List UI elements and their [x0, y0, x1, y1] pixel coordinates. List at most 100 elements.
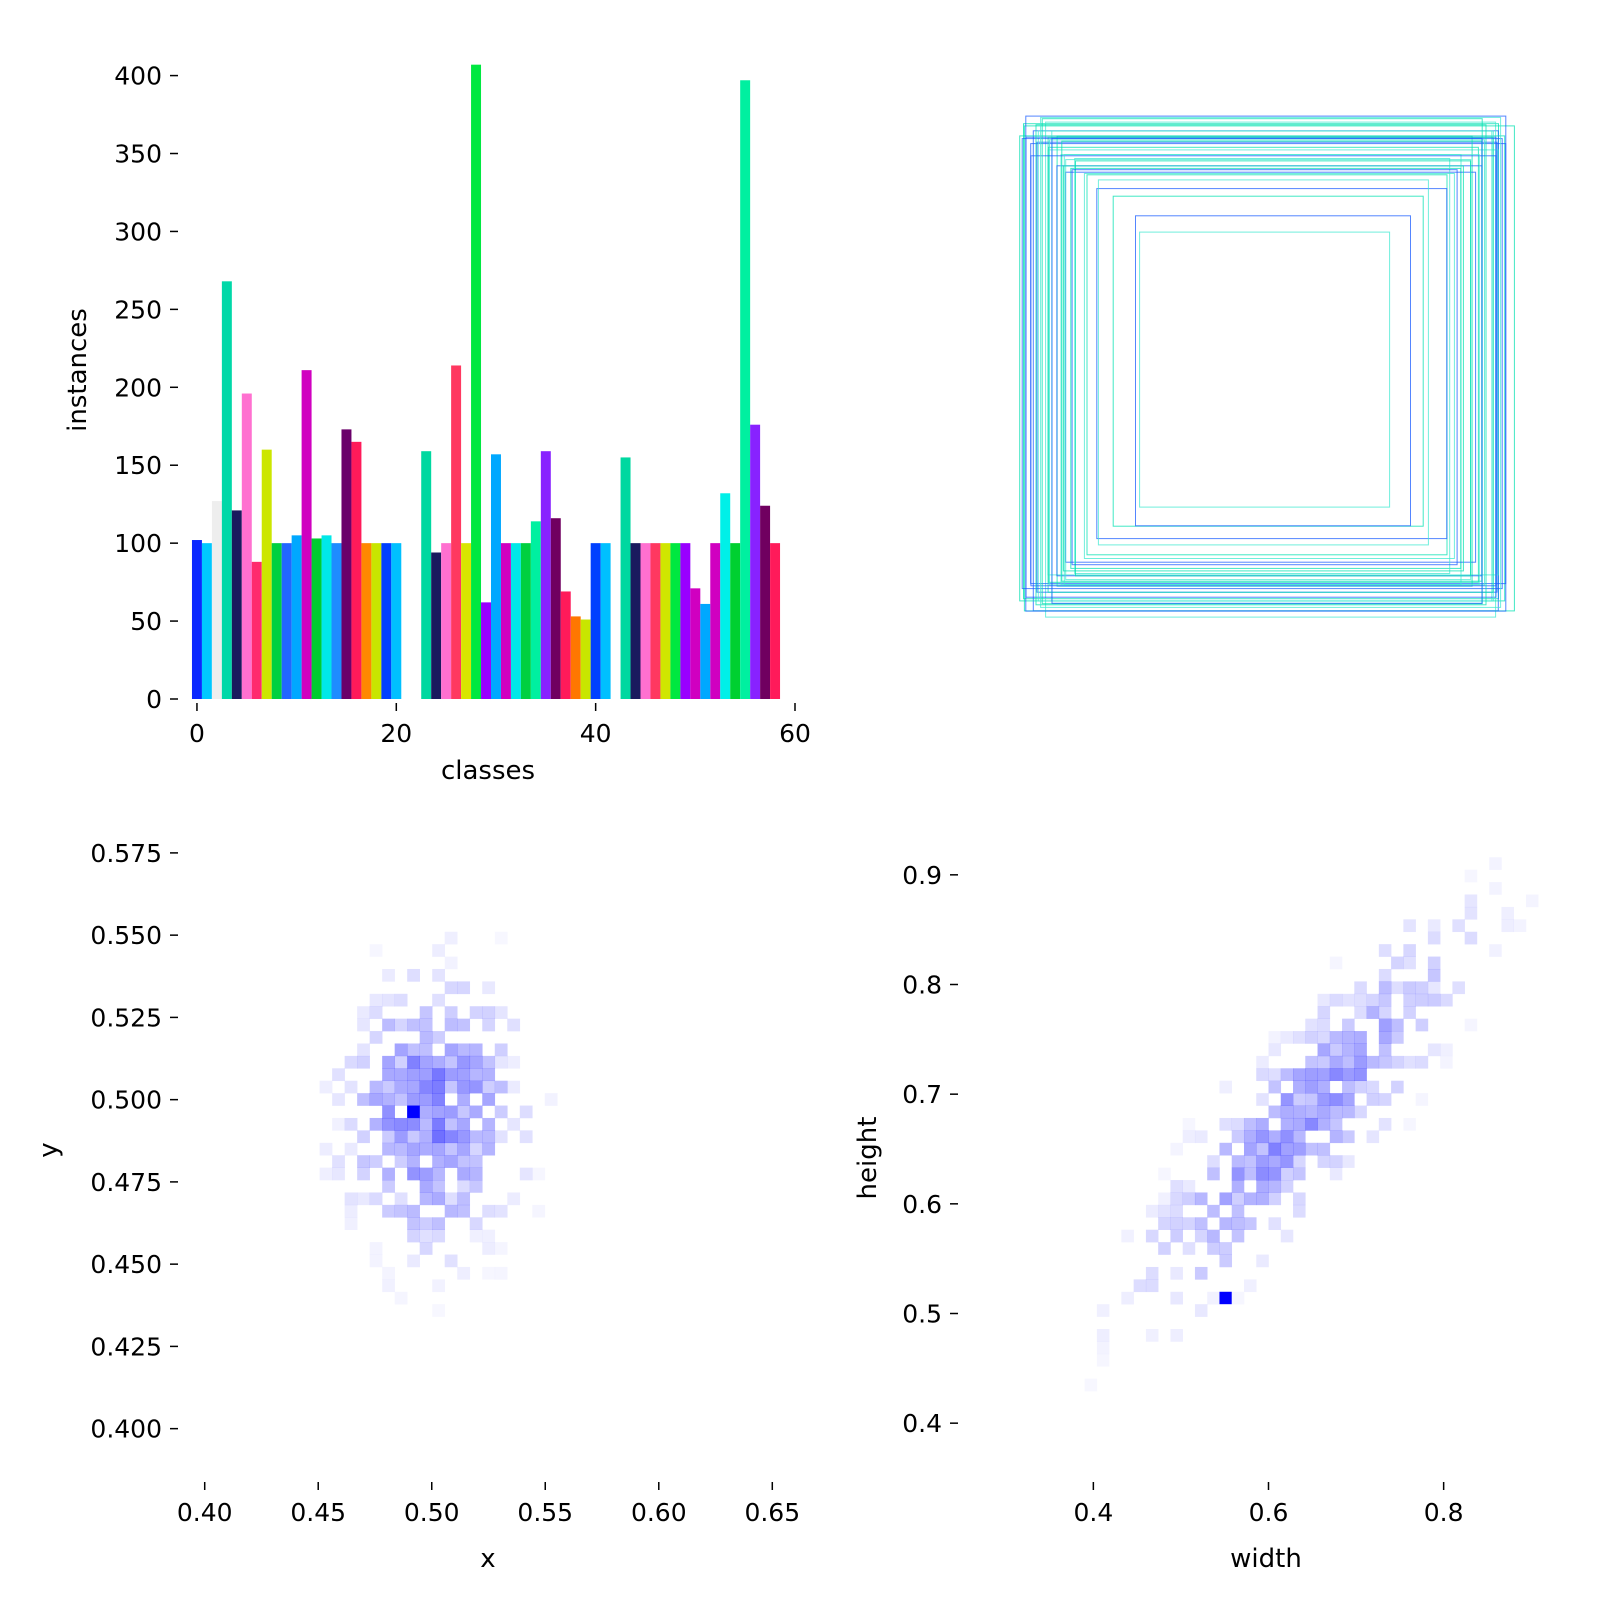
wh-cell [1317, 1055, 1331, 1069]
xy-cell [394, 993, 408, 1007]
wh-cell [1194, 1192, 1208, 1206]
wh-cell [1158, 1192, 1171, 1206]
xy-cell [382, 1080, 395, 1094]
wh-cell [1317, 1105, 1331, 1119]
xy-cell [369, 993, 383, 1007]
xy-cell [407, 968, 420, 982]
wh-cell [1317, 1093, 1331, 1106]
wh-cell [1415, 1055, 1429, 1069]
class-bar-11 [301, 370, 312, 699]
wh-y-ticks: 0.4 0.5 0.6 0.7 0.8 0.9 [902, 861, 958, 1438]
wh-cell [1170, 1229, 1183, 1243]
xy-cell [469, 1155, 483, 1168]
xy-cell [394, 1192, 408, 1206]
class-bar-35 [540, 451, 551, 699]
class-bar-16 [351, 441, 362, 699]
xy-cell [507, 1055, 521, 1069]
wh-x-axis-label: width [1230, 1544, 1302, 1574]
xy-cell [344, 1217, 358, 1230]
wh-cell [1231, 1204, 1245, 1218]
histogram-y-tick-200-label: 200 [114, 373, 162, 402]
xy-cell [369, 1080, 383, 1094]
xy-cell [407, 1018, 420, 1032]
xy-cell [469, 1217, 483, 1230]
xy-cell [419, 1006, 433, 1019]
wh-cell [1378, 1018, 1392, 1032]
xy-cell [469, 1055, 483, 1069]
wh-cell [1183, 1118, 1196, 1131]
xy-cell [419, 1018, 433, 1032]
wh-cell [1085, 1379, 1098, 1392]
wh-cell [1293, 1130, 1306, 1144]
wh-x-tick-0.8-label: 0.8 [1424, 1498, 1464, 1527]
wh-cell [1403, 993, 1416, 1007]
wh-cell [1170, 1204, 1183, 1218]
wh-cell [1378, 1006, 1392, 1019]
xy-cell [532, 1205, 545, 1218]
xy-x-tick-0.55-label: 0.55 [517, 1498, 573, 1527]
xy-y-tick-0.475-label: 0.475 [90, 1168, 162, 1197]
xy-cell [469, 1006, 483, 1019]
xy-cell [382, 1105, 395, 1119]
xy-cell [407, 1130, 420, 1144]
xy-cell [507, 1117, 521, 1131]
wh-cell [1293, 1093, 1306, 1106]
wh-cell [1293, 1105, 1306, 1119]
overlay-box-36 [1041, 118, 1483, 605]
class-bar-26 [451, 365, 462, 699]
wh-cell [1330, 957, 1343, 970]
histogram-y-tick-250-label: 250 [114, 295, 162, 324]
xy-cell [469, 1229, 483, 1243]
wh-x-ticks: 0.4 0.6 0.8 [1073, 1482, 1464, 1527]
wh-cell [1489, 882, 1502, 895]
wh-cell [1145, 1329, 1159, 1342]
xy-cell [494, 1204, 508, 1218]
xy-cell [419, 1167, 433, 1181]
wh-cell [1305, 1068, 1318, 1082]
xy-cell [469, 1043, 483, 1057]
wh-cell [1489, 944, 1502, 957]
wh-cell [1256, 1180, 1269, 1193]
wh-cell [1464, 894, 1478, 908]
xy-cell [482, 1055, 496, 1069]
xy-cell [407, 1080, 420, 1094]
class-bar-43 [620, 457, 631, 699]
class-bar-6 [251, 561, 262, 699]
overlay-box-10 [1056, 165, 1483, 577]
class-histogram-panel: 0 50 100 150 200 250 300 350 400 0 20 40 60 classes… [63, 62, 811, 786]
overlay-box-0 [1023, 123, 1499, 600]
xy-y-tick-0.500-label: 0.500 [90, 1086, 162, 1115]
xy-cell [369, 1117, 383, 1131]
histogram-x-ticks: 0 20 40 60 [189, 703, 811, 748]
class-bar-4 [231, 510, 242, 699]
class-bar-18 [371, 543, 382, 699]
xy-cell [482, 1006, 496, 1019]
overlay-box-3 [1019, 135, 1506, 602]
xy-heatmap-cells [319, 931, 558, 1293]
class-bar-19 [381, 543, 392, 699]
wh-cell [1501, 906, 1514, 920]
wh-cell [1256, 1130, 1269, 1144]
xy-cell [494, 1055, 508, 1069]
wh-cell [1342, 1055, 1355, 1069]
wh-cell [1280, 1117, 1294, 1131]
wh-cell [1133, 1279, 1147, 1293]
overlay-box-17 [1097, 179, 1429, 546]
overlay-box-5 [1051, 130, 1493, 602]
xy-y-tick-0.525-label: 0.525 [90, 1003, 162, 1032]
xy-cell [394, 1117, 408, 1131]
class-bar-9 [281, 543, 292, 699]
wh-cell [1378, 968, 1392, 982]
wh-cell [1268, 1031, 1282, 1044]
wh-cell [1403, 1118, 1416, 1131]
xy-cell [482, 1204, 496, 1218]
wh-cell [1427, 956, 1441, 970]
wh-cell [1440, 1055, 1453, 1069]
overlay-box-38 [1063, 154, 1480, 586]
xy-cell [432, 1217, 446, 1230]
wh-cell [1293, 1167, 1306, 1181]
overlay-box-7 [1030, 143, 1507, 585]
wh-cell [1158, 1242, 1171, 1255]
wh-y-tick-0.5-label: 0.5 [902, 1300, 942, 1329]
wh-cell [1378, 993, 1392, 1007]
